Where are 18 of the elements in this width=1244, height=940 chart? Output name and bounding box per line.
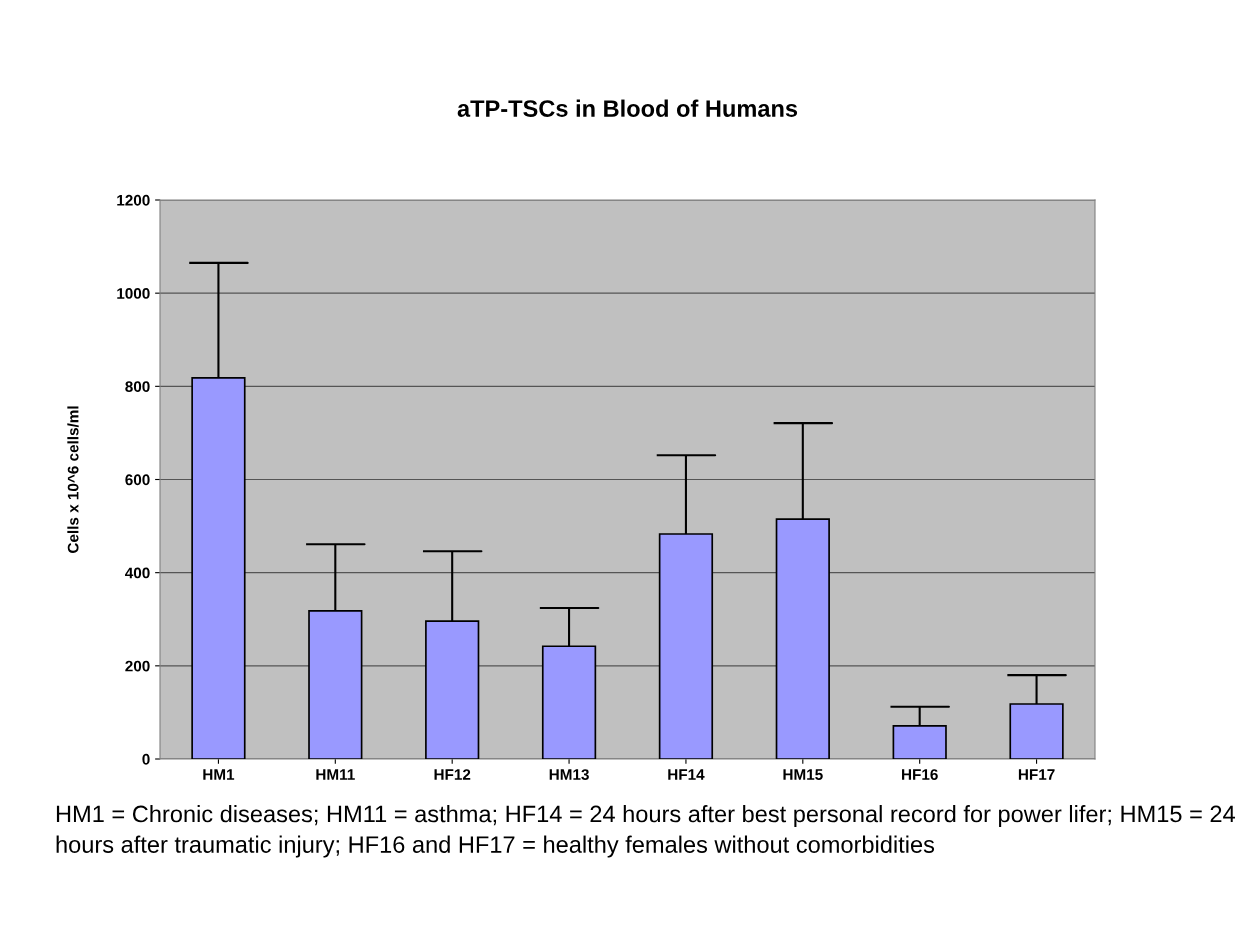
x-tick-label: HF16 [902,769,938,780]
y-tick-label: 200 [125,660,150,672]
y-tick-label: 400 [125,567,150,579]
x-tick-label: HF17 [1018,769,1055,780]
x-tick-label: HM1 [203,769,235,780]
x-tick-label: HF14 [668,769,705,780]
y-tick-label: 600 [125,474,150,486]
text: HM1 = Chronic diseases; HM11 = asthma; HF14 = 24 hours after best personal record for power lifer; HM15 = 24 hours after traumatic injury; HF16 and HF17 = healthy females without comorbidities [56,805,1235,858]
y-tick-label: 1000 [117,288,150,299]
x-tick-label: HF12 [434,769,471,780]
y-axis-title: Cells x 10^6 cells/ml [67,406,79,553]
x-tick-label: HM13 [549,769,589,780]
y-tick-label: 800 [125,381,150,393]
x-tick-label: HM15 [783,769,823,780]
chart-title: aTP-TSCs in Blood of Humans [457,99,798,117]
y-tick-label: 0 [142,753,150,765]
y-tick-label: 1200 [117,194,150,206]
x-tick-label: HM11 [316,769,355,780]
